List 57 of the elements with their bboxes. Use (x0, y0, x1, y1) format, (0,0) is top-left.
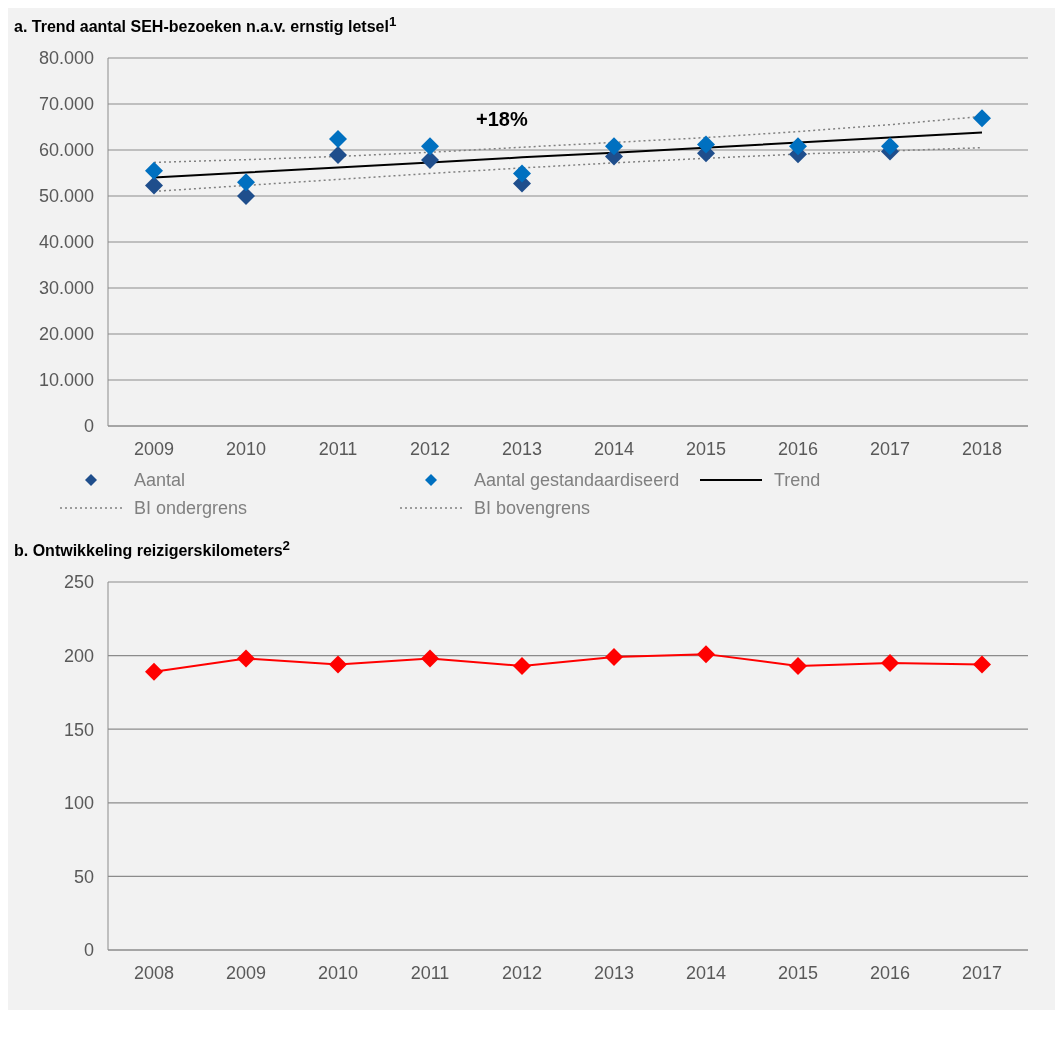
x-tick-label: 2013 (593, 962, 635, 983)
x-tick-label: 2016 (869, 962, 911, 983)
y-tick-label: 60.000 (38, 140, 94, 161)
y-tick-label: 0 (83, 416, 94, 437)
x-tick-label: 2010 (225, 438, 267, 459)
point (605, 137, 623, 156)
y-tick-label: 200 (63, 645, 94, 666)
chart-title: b. Ontwikkeling reizigerskilometers$^{2}$ (13, 537, 291, 560)
chart-title: a. Trend aantal SEH-bezoeken n.a.v. ernstig letsel$^{1}$ (13, 13, 398, 36)
x-tick-label: 2008 (133, 962, 175, 983)
point (513, 164, 531, 183)
legend-label: Aantal (134, 469, 186, 491)
legend-label: BI bovengrens (474, 497, 591, 519)
x-tick-label: 2013 (501, 438, 543, 459)
point (881, 137, 899, 156)
y-tick-label: 150 (63, 719, 94, 740)
x-tick-label: 2017 (961, 962, 1003, 983)
y-tick-label: 80.000 (38, 48, 94, 69)
y-tick-label: 0 (83, 940, 94, 961)
legend-label: Aantal gestandaardiseerd (474, 469, 680, 491)
x-tick-label: 2010 (317, 962, 359, 983)
x-tick-label: 2009 (225, 962, 267, 983)
y-tick-label: 250 (63, 572, 94, 593)
y-tick-label: 10.000 (38, 370, 94, 391)
x-tick-label: 2015 (777, 962, 819, 983)
x-tick-label: 2018 (961, 438, 1003, 459)
y-tick-label: 20.000 (38, 324, 94, 345)
y-tick-label: 50.000 (38, 186, 94, 207)
x-tick-label: 2017 (869, 438, 911, 459)
point (329, 146, 347, 165)
x-tick-label: 2014 (593, 438, 635, 459)
x-tick-label: 2011 (318, 438, 358, 459)
y-tick-label: 40.000 (38, 232, 94, 253)
point (237, 173, 255, 192)
point (697, 135, 715, 154)
point (145, 176, 163, 195)
point (421, 137, 439, 156)
legend-label: Trend (774, 469, 821, 491)
point (237, 187, 255, 205)
point (329, 129, 347, 148)
x-tick-label: 2012 (501, 962, 543, 983)
y-tick-label: 70.000 (38, 94, 94, 115)
point (145, 161, 163, 180)
x-tick-label: 2012 (409, 438, 451, 459)
y-tick-label: 30.000 (38, 278, 94, 299)
point (789, 137, 807, 156)
annotation: +18% (476, 108, 528, 131)
y-tick-label: 100 (63, 793, 94, 814)
x-tick-label: 2009 (133, 438, 175, 459)
y-tick-label: 50 (73, 866, 94, 887)
x-tick-label: 2011 (410, 962, 450, 983)
x-tick-label: 2014 (685, 962, 727, 983)
x-tick-label: 2016 (777, 438, 819, 459)
point (973, 109, 991, 128)
x-tick-label: 2015 (685, 438, 727, 459)
legend-label: BI ondergrens (134, 497, 248, 519)
point (421, 151, 439, 170)
